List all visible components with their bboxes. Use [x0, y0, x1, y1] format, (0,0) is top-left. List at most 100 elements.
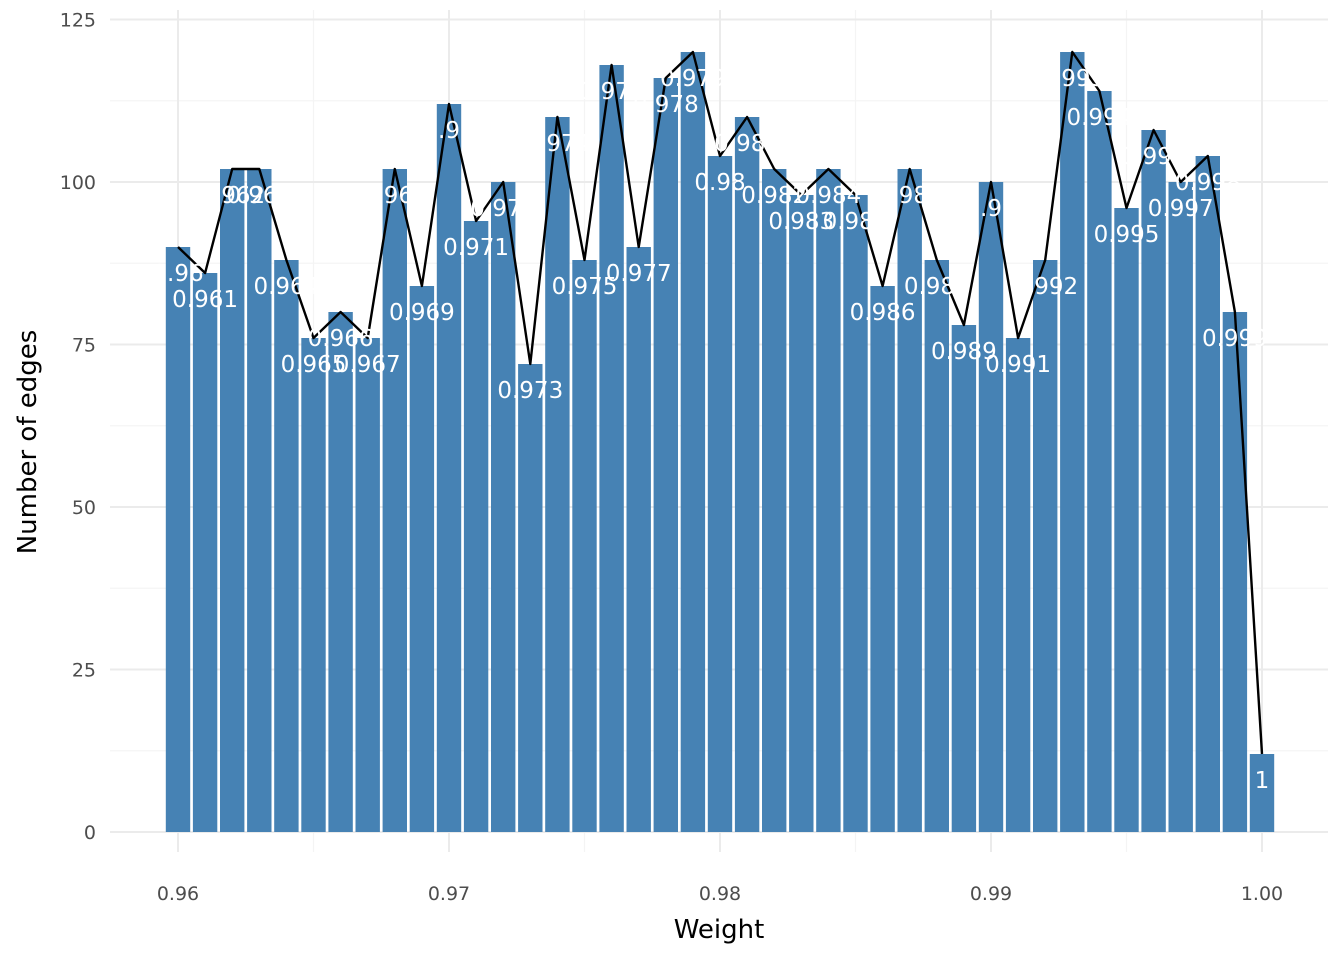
bar	[247, 169, 272, 832]
bar-value-label: 0.976	[579, 79, 645, 105]
bar	[734, 117, 760, 832]
bar-value-label: 0.99	[965, 196, 1016, 222]
x-tick-label: 1.00	[1241, 883, 1283, 905]
bar	[436, 104, 462, 832]
bar-value-label: 0.994	[1066, 105, 1132, 131]
bar	[1168, 182, 1193, 832]
bar	[463, 221, 489, 832]
bar-value-label: 0.986	[850, 300, 916, 326]
bar-value-label: 0.982	[741, 183, 807, 209]
bar	[1195, 156, 1220, 832]
y-tick-label: 100	[60, 172, 96, 194]
bar-value-label: 0.995	[1094, 222, 1160, 248]
bar-value-label: 0.967	[335, 352, 401, 378]
bar-value-label: 0.979	[660, 66, 726, 92]
y-tick-label: 50	[72, 497, 96, 519]
bar-value-label: 0.998	[1175, 170, 1241, 196]
bar-value-label: 0.981	[714, 131, 780, 157]
bar-value-label: 0.969	[389, 300, 455, 326]
bar-value-label: 0.961	[172, 287, 238, 313]
bar	[1249, 754, 1275, 832]
bar	[626, 247, 651, 832]
bar	[192, 273, 218, 832]
bar-value-label: 0.997	[1148, 196, 1214, 222]
bar-value-label: 0.97	[423, 118, 474, 144]
bar-value-label: 0.993	[1039, 66, 1105, 92]
bar-value-label: 0.988	[904, 274, 970, 300]
bar-value-label: 0.966	[308, 326, 374, 352]
bar	[789, 195, 814, 832]
bar	[382, 169, 407, 832]
bar	[572, 260, 597, 832]
y-tick-label: 25	[72, 660, 96, 682]
bar	[1060, 52, 1085, 832]
bar-value-label: 0.999	[1202, 326, 1268, 352]
bar-value-label: 0.965	[281, 352, 347, 378]
bar	[220, 169, 245, 832]
bar-value-label: 0.978	[633, 92, 699, 118]
bar	[328, 312, 353, 832]
bar	[599, 65, 624, 832]
bar-value-label: 0.964	[253, 274, 319, 300]
x-axis-title: Weight	[674, 915, 765, 945]
bar-value-label: 0.983	[768, 209, 834, 235]
bar	[1033, 260, 1058, 832]
bar	[409, 286, 435, 832]
bar	[951, 325, 977, 832]
bar	[301, 338, 326, 832]
bar-value-label: 0.962	[199, 183, 265, 209]
bar-value-label: 0.96	[152, 261, 203, 287]
y-tick-label: 125	[60, 10, 96, 32]
bar	[762, 169, 787, 832]
bar-value-label: 0.996	[1121, 144, 1187, 170]
bar-value-label: 0.963	[226, 183, 292, 209]
x-axis-ticks: 0.96 0.97 0.98 0.99 1.00	[157, 883, 1283, 905]
bar	[1087, 91, 1112, 832]
bar-value-label: 0.975	[552, 274, 618, 300]
bar-value-label: 0.977	[606, 261, 672, 287]
bar	[518, 364, 543, 832]
bar-value-label: 0.968	[362, 183, 428, 209]
bar	[924, 260, 949, 832]
trend-line	[177, 50, 1264, 755]
bar-value-label: 0.987	[877, 183, 943, 209]
bar	[816, 169, 841, 832]
y-tick-label: 0	[84, 822, 96, 844]
bar-value-label: 0.974	[524, 131, 590, 157]
bar-value-label: 0.992	[1012, 274, 1078, 300]
bar	[491, 182, 516, 832]
bar	[680, 52, 706, 832]
bar	[545, 117, 570, 832]
y-tick-label: 75	[72, 335, 96, 357]
bar	[978, 182, 1004, 832]
x-tick-label: 0.97	[428, 883, 470, 905]
y-axis-title: Number of edges	[13, 330, 43, 555]
bars	[165, 52, 1275, 832]
bar	[897, 169, 922, 832]
bar-value-label: 0.989	[931, 339, 997, 365]
bar	[1141, 130, 1166, 832]
bar	[165, 247, 191, 832]
bar	[355, 338, 380, 832]
bar-value-label: 0.991	[985, 352, 1051, 378]
bar	[1222, 312, 1248, 832]
bar-value-label: 0.985	[823, 209, 889, 235]
bar	[274, 260, 299, 832]
bar-value-label: 0.984	[795, 183, 861, 209]
bar	[870, 286, 895, 832]
bar	[843, 195, 868, 832]
bar-value-label: 0.971	[443, 235, 509, 261]
x-tick-label: 0.96	[157, 883, 199, 905]
bar	[707, 156, 733, 832]
bar	[1114, 208, 1139, 832]
bar	[653, 78, 678, 832]
bar-value-label: 0.972	[470, 196, 536, 222]
y-axis-ticks: 0 25 50 75 100 125	[60, 10, 96, 845]
x-tick-label: 0.98	[699, 883, 741, 905]
x-tick-label: 0.99	[970, 883, 1012, 905]
bar-value-label: 0.98	[694, 170, 745, 196]
bar-value-label: 1	[1255, 768, 1270, 794]
bar-value-label: 0.973	[497, 378, 563, 404]
